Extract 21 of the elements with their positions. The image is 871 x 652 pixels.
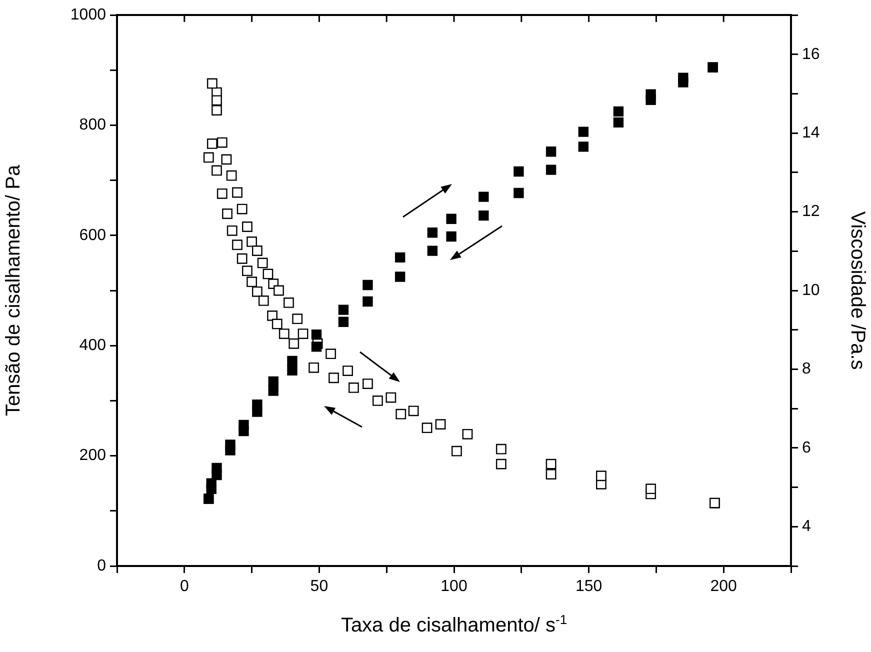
y2-tick-label: 12 xyxy=(802,203,820,220)
x-tick-label: 50 xyxy=(310,578,328,596)
y-tick-label: 600 xyxy=(79,226,106,244)
y2-tick-label: 8 xyxy=(802,360,811,378)
y-tick-label: 200 xyxy=(79,447,106,464)
x-tick-label: 0 xyxy=(180,578,189,596)
y-tick-label: 0 xyxy=(97,557,106,574)
y2-axis-title: Viscosidade /Pa.s xyxy=(846,211,868,370)
y2-tick-label: 4 xyxy=(802,518,811,536)
y2-tick-label: 6 xyxy=(802,439,811,456)
y-tick-label: 400 xyxy=(79,337,106,354)
y-axis-title: Tensão de cisalhamento/ Pa xyxy=(2,164,25,416)
y-tick-label: 1000 xyxy=(70,6,106,24)
x-axis-title: Taxa de cisalhamento/ s$^{-1}$ xyxy=(340,612,568,638)
y2-tick-label: 14 xyxy=(802,124,820,142)
y2-tick-label: 16 xyxy=(802,46,820,63)
y-tick-label: 800 xyxy=(79,116,106,134)
x-tick-label: 150 xyxy=(575,578,602,596)
x-tick-label: 200 xyxy=(710,578,738,596)
y2-tick-label: 10 xyxy=(802,282,820,299)
x-tick-label: 100 xyxy=(440,578,468,596)
